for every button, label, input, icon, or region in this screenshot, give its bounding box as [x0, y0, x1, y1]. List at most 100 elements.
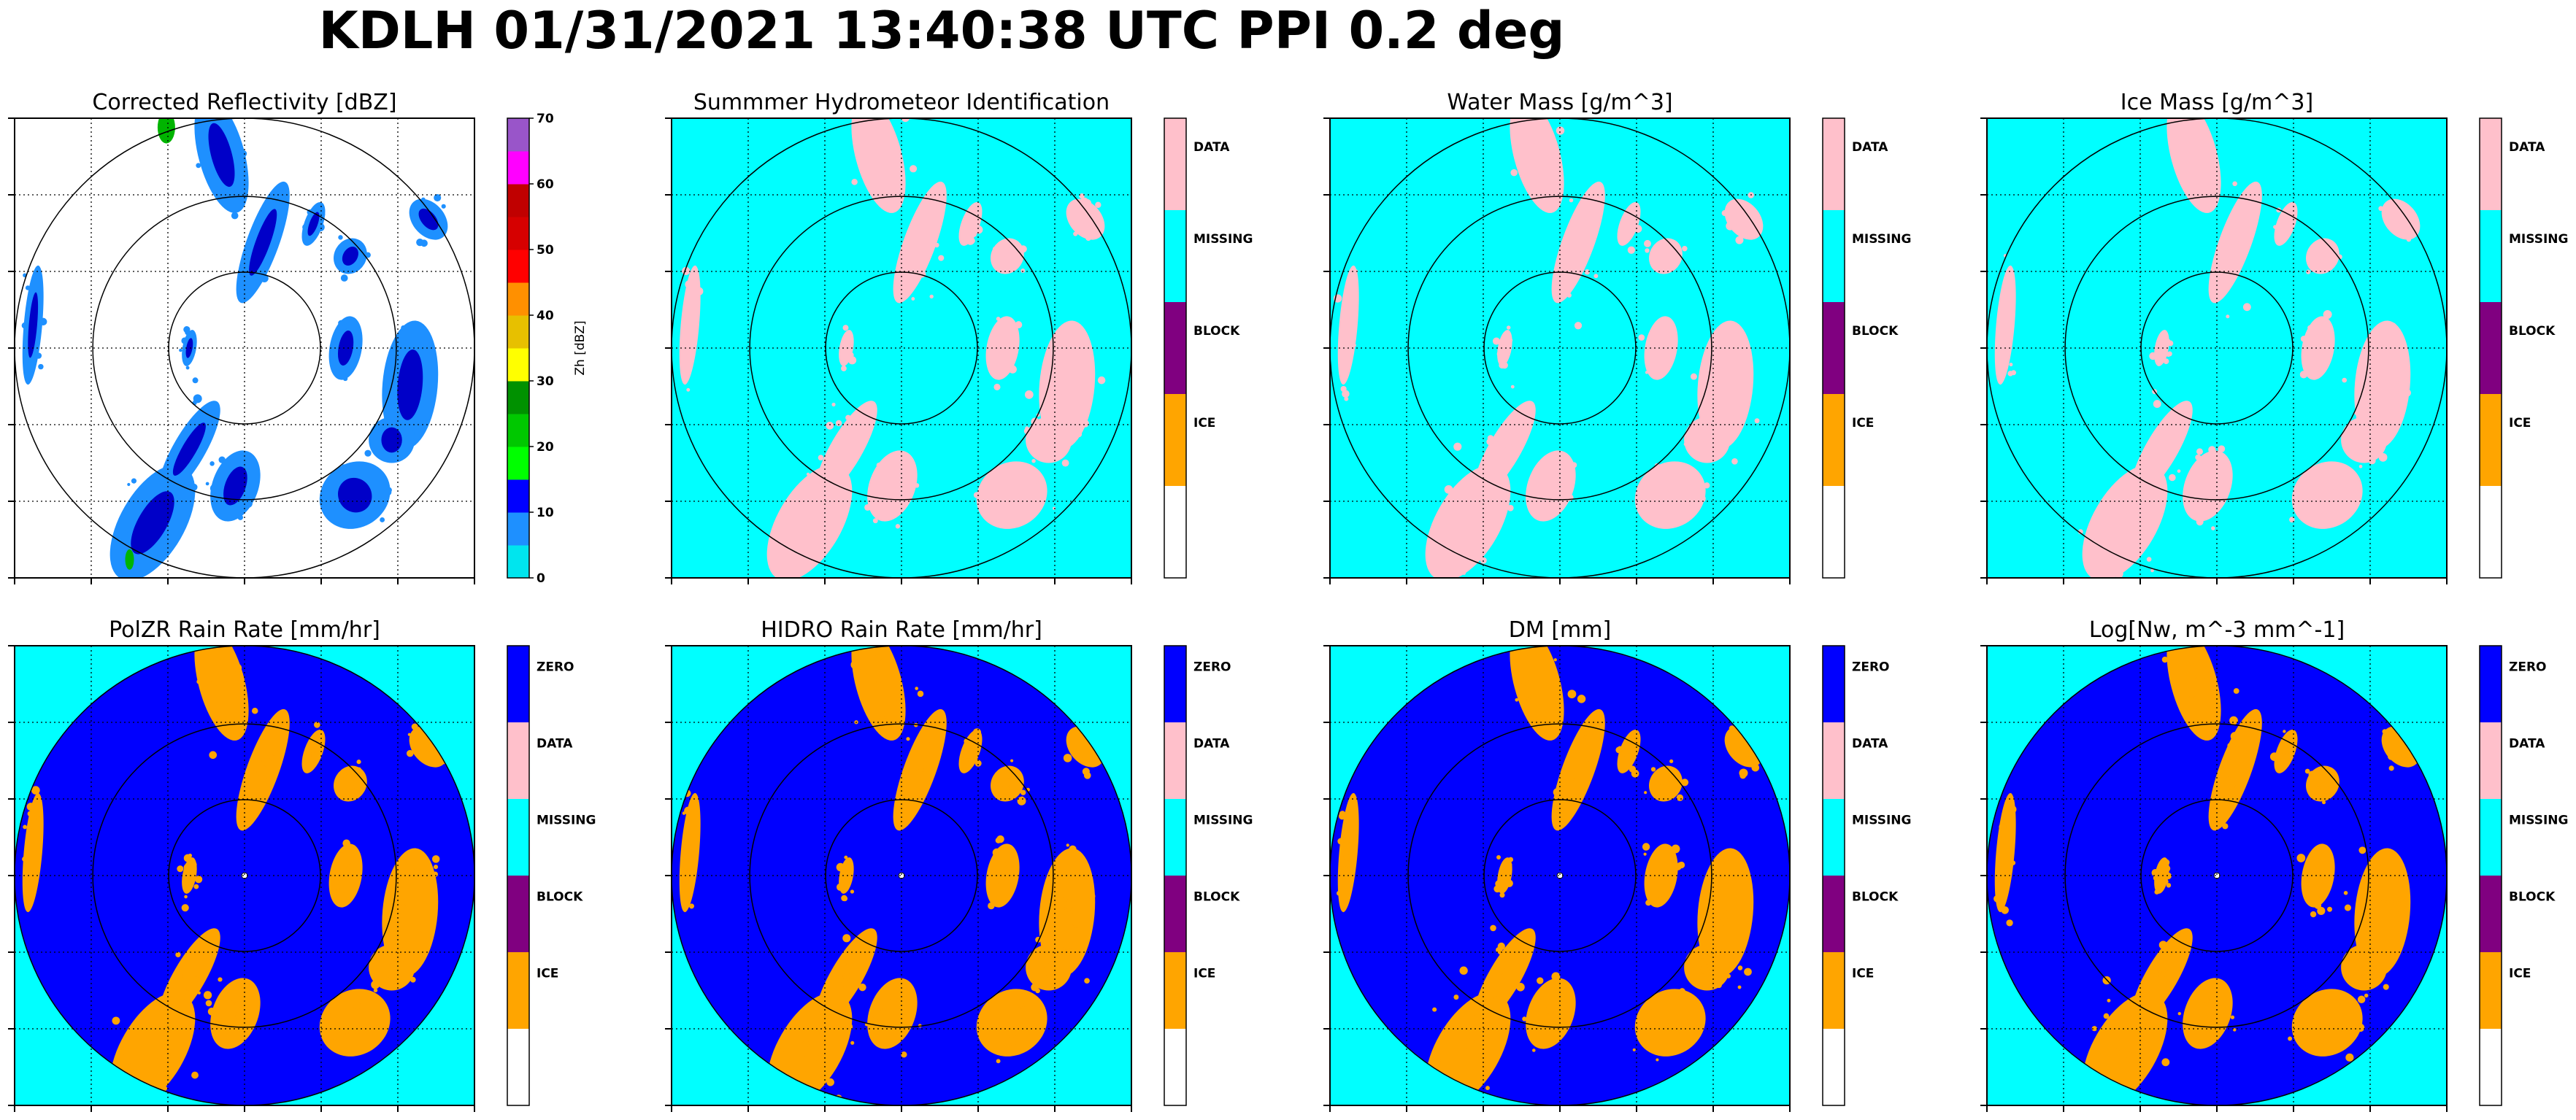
echo-speck [2212, 1000, 2216, 1003]
echo-speck [2358, 465, 2363, 468]
echo-speck [815, 1055, 821, 1061]
echo-speck [686, 330, 694, 338]
echo-outer-speck [223, 513, 228, 518]
echo-speck [966, 757, 971, 762]
echo-speck [1569, 219, 1573, 223]
echo-speck [779, 1048, 784, 1054]
colorbar-tick-label: 50 [537, 243, 554, 258]
echo-speck [2193, 673, 2198, 679]
echo-speck [1081, 420, 1089, 428]
echo-group [22, 646, 450, 1105]
echo-speck [1645, 371, 1649, 374]
echo-speck [2394, 749, 2398, 753]
echo-speck [2217, 789, 2223, 794]
echo-outer-speck [338, 320, 345, 327]
echo-speck [1020, 1016, 1029, 1025]
echo-speck [1750, 223, 1754, 228]
echo-cell [1644, 843, 1678, 908]
echo-speck [845, 348, 848, 352]
echo-speck [1031, 459, 1036, 463]
echo-speck [2164, 872, 2172, 880]
echo-speck [1341, 870, 1345, 875]
echo-speck [2196, 518, 2204, 526]
echo-speck [2177, 1011, 2181, 1016]
echo-speck [888, 481, 896, 490]
echo-speck [1559, 167, 1564, 171]
colorbar-category-label: ICE [2509, 967, 2531, 981]
echo-speck [2244, 750, 2248, 754]
echo-speck [1663, 872, 1670, 879]
echo-speck [2153, 400, 2161, 409]
echo-speck [2161, 968, 2166, 973]
echo-outer-speck [174, 493, 177, 496]
echo-speck [207, 681, 212, 687]
echo-speck [2320, 317, 2326, 323]
echo-speck [1526, 698, 1532, 703]
echo-speck [938, 255, 945, 261]
echo-speck [1656, 1058, 1659, 1062]
echo-speck [1066, 744, 1072, 748]
echo-speck [693, 846, 699, 851]
echo-speck [1026, 1026, 1034, 1033]
colorbar-swatch [507, 282, 529, 316]
echo-speck [323, 1012, 331, 1019]
colorbar-tick-label: 70 [537, 112, 554, 126]
echo-speck [1645, 248, 1650, 253]
colorbar-frame [1164, 645, 1187, 1106]
colorbar-swatch [2480, 876, 2502, 952]
echo-speck [1014, 501, 1021, 508]
colorbar-category-label: MISSING [1852, 232, 1911, 247]
colorbar-swatch [1164, 952, 1186, 1029]
echo-speck [1683, 442, 1688, 447]
echo-speck [1655, 1024, 1661, 1030]
echo-speck [1704, 482, 1710, 489]
echo-speck [399, 900, 406, 905]
echo-speck [1061, 459, 1069, 467]
echo-cell [2341, 944, 2388, 991]
echo-speck [2150, 976, 2159, 985]
echo-speck [2231, 240, 2239, 248]
colorbar-swatch [1823, 1029, 1845, 1105]
colorbar-swatch [507, 315, 529, 349]
echo-speck [2296, 854, 2306, 862]
echo-speck [1577, 695, 1586, 703]
echo-speck [1082, 749, 1086, 752]
echo-outer-speck [367, 476, 373, 482]
echo-speck [1076, 431, 1083, 438]
echo-speck [683, 318, 688, 323]
echo-speck [2005, 870, 2012, 877]
echo-speck [181, 904, 189, 912]
colorbar-category-label: BLOCK [2509, 324, 2556, 339]
colorbar-category-label: MISSING [1193, 814, 1253, 828]
plot-area [1987, 118, 2447, 578]
echo-speck [876, 680, 881, 685]
echo-speck [890, 692, 899, 702]
colorbar: DATA MISSING BLOCK ICE [1164, 117, 1253, 579]
echo-speck [2368, 444, 2373, 449]
echo-speck [2318, 251, 2326, 258]
colorbar-swatch [2480, 118, 2502, 210]
echo-speck [1734, 212, 1739, 217]
echo-speck [2388, 746, 2392, 750]
plot-area [15, 646, 474, 1105]
echo-speck [2323, 490, 2331, 499]
colorbar-swatch [507, 217, 529, 250]
echo-speck [2004, 296, 2007, 299]
echo-speck [681, 356, 685, 360]
echo-speck [1500, 430, 1510, 439]
echo-speck [972, 728, 982, 737]
echo-speck [842, 325, 849, 331]
echo-speck [1456, 555, 1461, 560]
echo-speck [1064, 900, 1074, 910]
echo-speck [433, 865, 439, 870]
echo-speck [426, 744, 434, 752]
echo-speck [917, 690, 924, 698]
echo-speck [2312, 345, 2321, 352]
echo-core [342, 247, 358, 266]
echo-speck [1033, 1015, 1042, 1024]
echo-speck [233, 663, 242, 673]
echo-speck [2150, 568, 2154, 573]
colorbar-category-label: BLOCK [1193, 324, 1240, 339]
echo-speck [2157, 1024, 2165, 1031]
colorbar-swatch [1164, 1029, 1186, 1105]
